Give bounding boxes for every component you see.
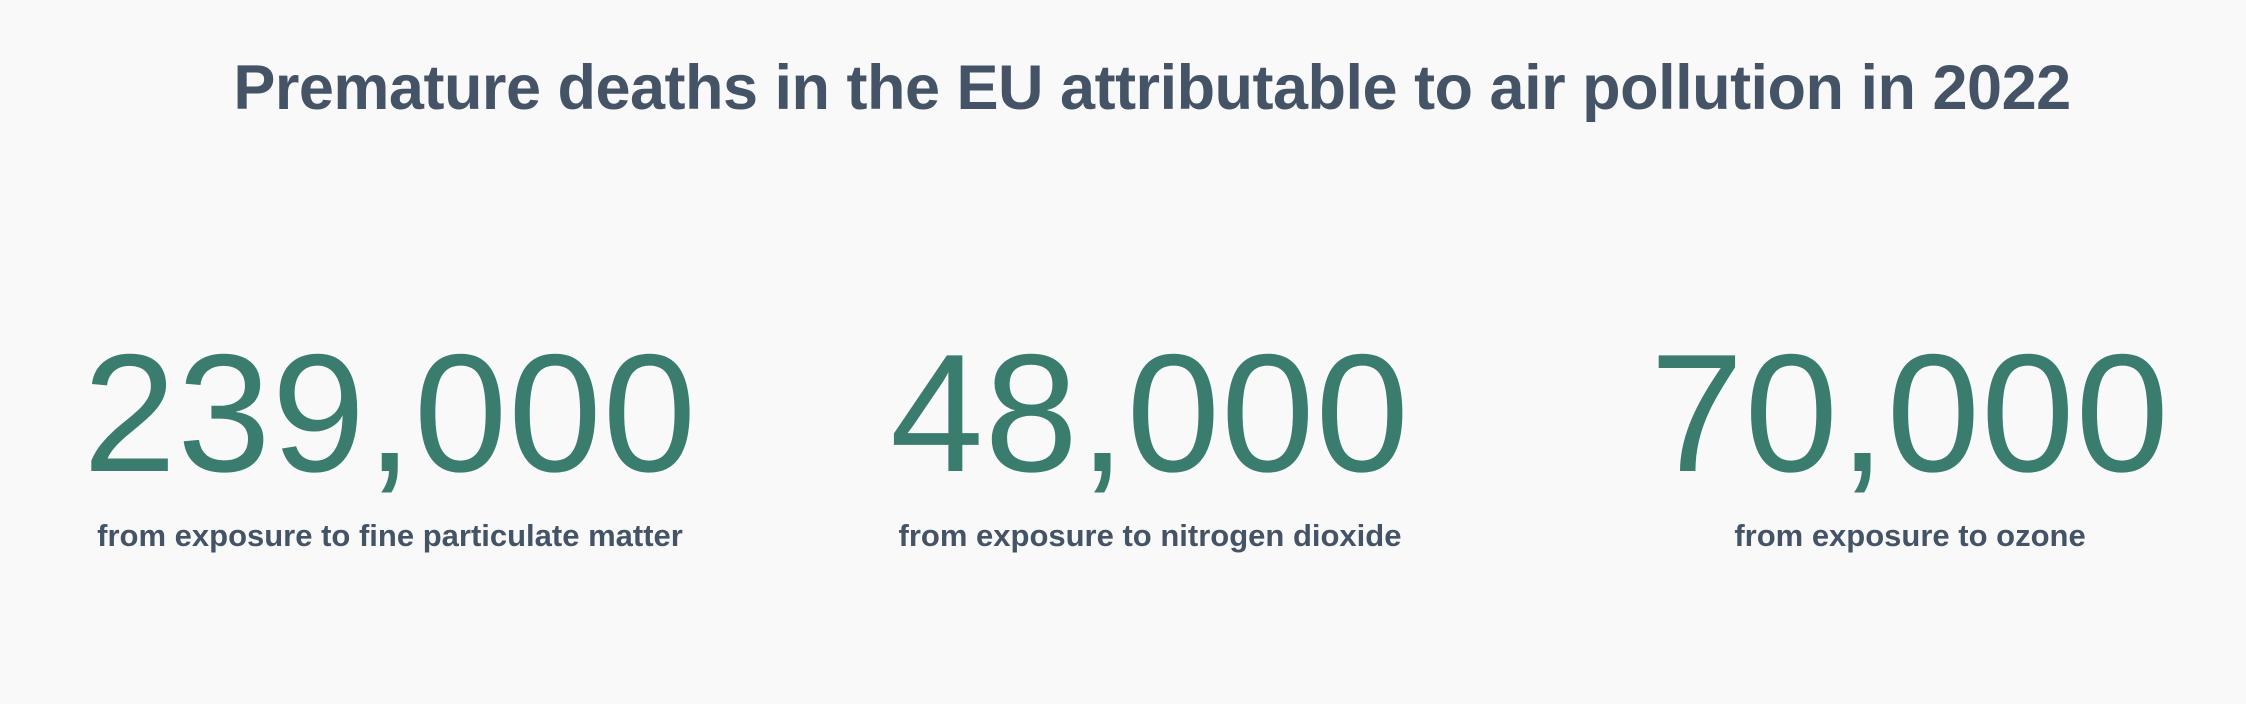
page-title: Premature deaths in the EU attributable …: [233, 53, 2071, 123]
stat-label: from exposure to fine particulate matter: [97, 518, 683, 553]
stat-ozone: 70,000 from exposure to ozone: [1590, 318, 2230, 556]
stat-value: 48,000: [890, 319, 1410, 507]
stat-fine-particulate-matter: 239,000 from exposure to fine particulat…: [70, 318, 710, 556]
stat-label: from exposure to ozone: [1734, 518, 2086, 553]
stat-value: 70,000: [1650, 319, 2170, 507]
stat-label: from exposure to nitrogen dioxide: [898, 518, 1402, 553]
stat-value: 239,000: [82, 319, 698, 507]
stat-nitrogen-dioxide: 48,000 from exposure to nitrogen dioxide: [830, 318, 1470, 556]
